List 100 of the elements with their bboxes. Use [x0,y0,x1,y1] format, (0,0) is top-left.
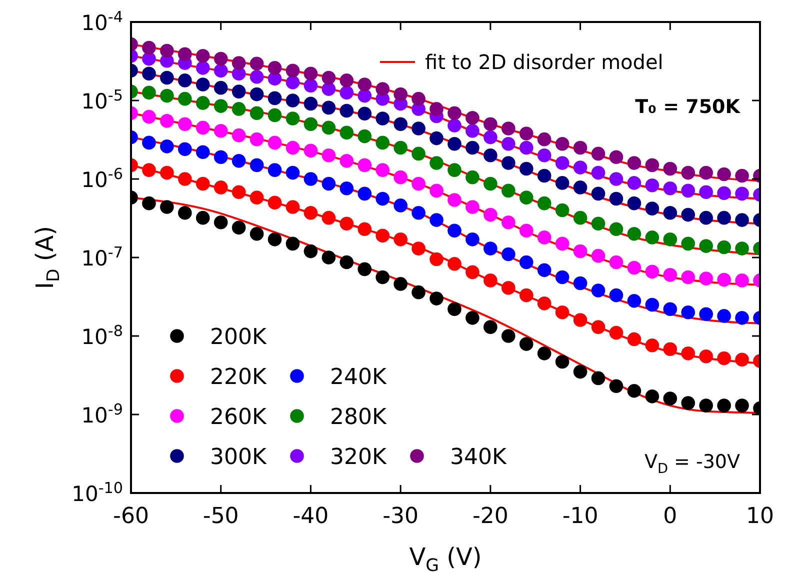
point [376,163,390,177]
point [699,349,713,364]
point [537,132,552,146]
point [322,210,336,225]
point [466,232,480,246]
legend-label: 200K [210,325,267,350]
y-tick-label: 10$^{-8}$ [81,322,123,349]
point [358,222,372,236]
point [609,192,624,206]
point [591,320,606,334]
point [537,346,552,360]
point [484,176,498,191]
point [178,142,192,156]
point [232,56,246,70]
point [537,148,552,162]
point [394,170,408,184]
point [519,162,534,176]
point [340,181,354,196]
point [591,371,606,386]
point [304,66,318,81]
point [322,250,336,264]
point [160,88,174,103]
point [160,200,174,214]
point [232,102,246,116]
point [717,272,731,287]
point [591,216,606,231]
point [466,111,480,125]
point [142,66,156,81]
point [358,158,372,172]
point [699,398,713,412]
point [178,117,192,132]
point [627,176,642,190]
point [466,265,480,280]
legend-label: 280K [330,405,387,430]
point [663,268,678,282]
point [304,117,318,132]
point [448,193,462,207]
point [735,242,749,256]
point [627,294,642,308]
point [537,230,552,244]
point [501,281,516,295]
point [232,220,246,235]
point [537,296,552,310]
point [250,87,264,102]
legend-label: fit to 2D disorder model [425,50,664,74]
point [412,242,426,256]
y-tick-label: 10$^{-4}$ [81,8,123,35]
point [286,112,300,126]
point [232,128,246,142]
point [250,158,264,172]
point [645,338,660,352]
point [358,88,372,103]
point [448,137,462,151]
point [645,202,660,216]
point [735,186,749,201]
point [394,198,408,212]
point [717,167,731,182]
point [178,172,192,186]
point [340,255,354,270]
point [484,208,498,222]
point [519,126,534,140]
point [501,247,516,262]
point [573,180,588,194]
point [645,390,660,404]
point [250,70,264,84]
point [142,86,156,100]
point [573,364,588,379]
point [717,210,731,225]
point [268,136,282,150]
point [537,196,552,210]
point [286,76,300,90]
point [627,196,642,210]
legend-label: 300K [210,445,267,470]
point [448,224,462,238]
point [699,239,713,253]
point [573,313,588,327]
point [735,352,749,367]
point [501,156,516,170]
x-tick-label: -50 [202,504,239,529]
point [412,146,426,161]
point [322,120,336,135]
point [340,154,354,168]
point [394,117,408,132]
point [250,190,264,204]
x-tick-label: -60 [113,504,149,529]
point [699,166,713,180]
point [250,106,264,120]
point [286,200,300,214]
point [627,226,642,241]
point [591,166,606,180]
y-tick-label: 10$^{-6}$ [81,164,123,192]
point [358,186,372,201]
point [555,305,570,320]
point [214,124,228,138]
point [519,255,534,270]
point [196,78,210,92]
point [304,96,318,111]
point [627,156,642,170]
point [663,206,678,220]
point [214,64,228,78]
